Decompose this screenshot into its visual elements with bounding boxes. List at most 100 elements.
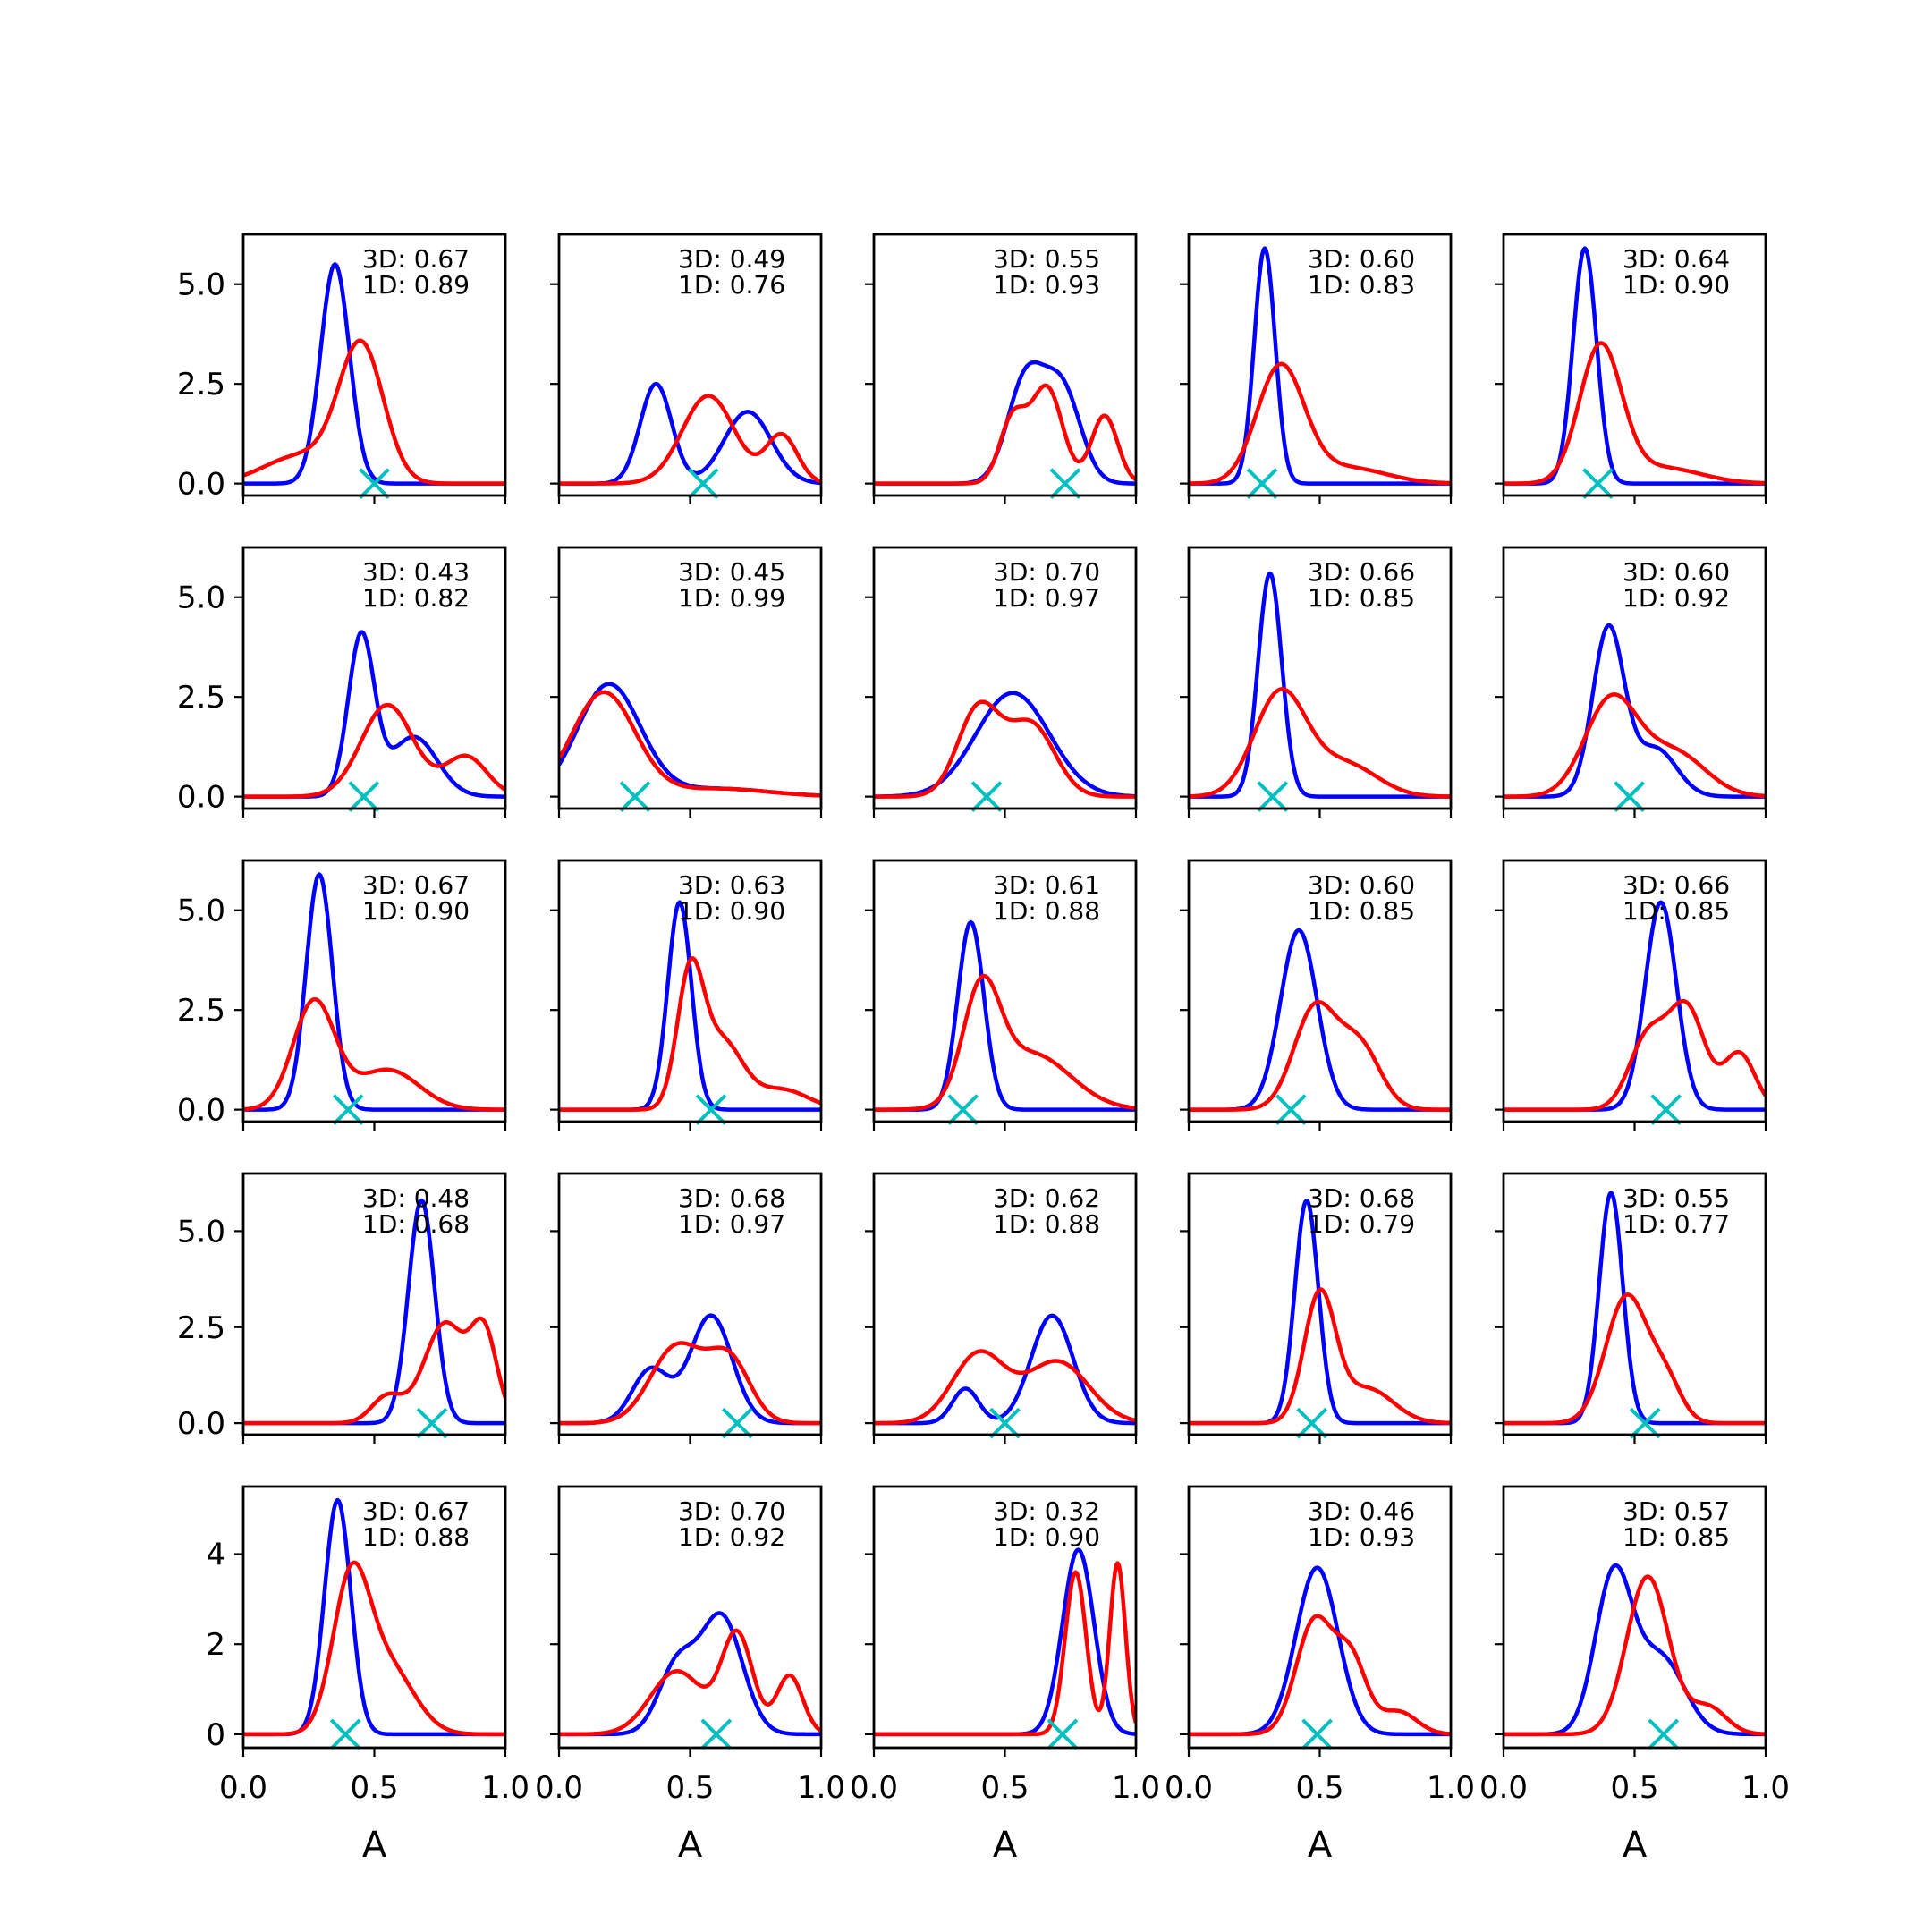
- y-tick-label: 0: [206, 1717, 225, 1753]
- label-3d: 3D: 0.68: [678, 1183, 785, 1213]
- x-axis-label: A: [993, 1825, 1018, 1866]
- label-1d: 1D: 0.99: [678, 583, 785, 613]
- curve-1d: [874, 1561, 1136, 1737]
- label-3d: 3D: 0.64: [1623, 244, 1730, 274]
- label-3d: 3D: 0.68: [1308, 1183, 1415, 1213]
- curve-1d: [559, 1341, 821, 1426]
- curve-3d: [559, 900, 821, 1112]
- label-3d: 3D: 0.67: [362, 870, 470, 900]
- label-3d: 3D: 0.60: [1308, 870, 1415, 900]
- curve-1d: [874, 973, 1136, 1112]
- x-axis-label: A: [362, 1825, 387, 1866]
- label-3d: 3D: 0.32: [993, 1496, 1100, 1526]
- label-1d: 1D: 0.90: [362, 896, 470, 926]
- true-value-marker: [1046, 1718, 1079, 1750]
- label-1d: 1D: 0.90: [1623, 270, 1730, 300]
- label-1d: 1D: 0.90: [678, 896, 785, 926]
- curve-3d: [1504, 246, 1766, 486]
- true-value-marker: [1648, 1718, 1680, 1750]
- label-1d: 1D: 0.83: [1308, 270, 1415, 300]
- y-tick-label: 2.5: [177, 680, 225, 716]
- x-tick-label: 1.0: [1427, 1770, 1475, 1806]
- curve-1d: [874, 383, 1136, 486]
- x-tick-label: 1.0: [797, 1770, 845, 1806]
- true-value-marker: [695, 1094, 727, 1126]
- curve-1d: [1189, 1287, 1451, 1426]
- x-axis-label: A: [678, 1825, 703, 1866]
- label-3d: 3D: 0.67: [362, 1496, 470, 1526]
- curve-1d: [874, 1349, 1136, 1426]
- curve-1d: [243, 702, 505, 799]
- curve-1d: [243, 1316, 505, 1426]
- true-value-marker: [332, 1094, 364, 1126]
- true-value-marker: [700, 1718, 733, 1750]
- label-3d: 3D: 0.60: [1623, 557, 1730, 587]
- curve-1d: [1504, 341, 1766, 486]
- curve-3d: [874, 1313, 1136, 1426]
- label-3d: 3D: 0.62: [993, 1183, 1100, 1213]
- y-tick-label: 2.5: [177, 1310, 225, 1346]
- curve-1d: [243, 1560, 505, 1737]
- true-value-marker: [1246, 468, 1278, 500]
- y-tick-label: 4: [206, 1538, 225, 1573]
- true-value-marker: [416, 1407, 448, 1439]
- true-value-marker: [989, 1407, 1021, 1439]
- true-value-marker: [1257, 781, 1289, 813]
- curve-1d: [559, 394, 821, 486]
- curve-3d: [1189, 928, 1451, 1112]
- label-3d: 3D: 0.49: [678, 244, 785, 274]
- label-1d: 1D: 0.90: [993, 1522, 1100, 1552]
- y-tick-label: 2: [206, 1627, 225, 1663]
- label-1d: 1D: 0.93: [993, 270, 1100, 300]
- curve-3d: [1504, 623, 1766, 799]
- x-tick-label: 0.5: [980, 1770, 1029, 1806]
- label-3d: 3D: 0.48: [362, 1183, 470, 1213]
- true-value-marker: [947, 1094, 979, 1126]
- curve-1d: [559, 956, 821, 1112]
- x-tick-label: 0.0: [219, 1770, 267, 1806]
- label-1d: 1D: 0.85: [1623, 1522, 1730, 1552]
- y-tick-label: 0.0: [177, 467, 225, 503]
- curve-1d: [1504, 692, 1766, 799]
- label-3d: 3D: 0.61: [993, 870, 1100, 900]
- curve-3d: [1189, 246, 1451, 486]
- true-value-marker: [1301, 1718, 1333, 1750]
- curve-1d: [559, 1628, 821, 1737]
- true-value-marker: [1614, 781, 1646, 813]
- label-3d: 3D: 0.60: [1308, 244, 1415, 274]
- y-tick-label: 0.0: [177, 1093, 225, 1129]
- x-tick-label: 0.5: [1610, 1770, 1658, 1806]
- x-tick-label: 1.0: [481, 1770, 530, 1806]
- curve-1d: [1189, 361, 1451, 486]
- label-3d: 3D: 0.67: [362, 244, 470, 274]
- y-tick-label: 5.0: [177, 267, 225, 303]
- y-tick-label: 2.5: [177, 993, 225, 1029]
- label-1d: 1D: 0.85: [1623, 896, 1730, 926]
- true-value-marker: [1582, 468, 1614, 500]
- label-3d: 3D: 0.46: [1308, 1496, 1415, 1526]
- true-value-marker: [1296, 1407, 1328, 1439]
- true-value-marker: [359, 468, 390, 500]
- x-tick-label: 1.0: [1112, 1770, 1160, 1806]
- label-3d: 3D: 0.57: [1623, 1496, 1730, 1526]
- y-tick-label: 0.0: [177, 780, 225, 816]
- x-tick-label: 0.0: [850, 1770, 898, 1806]
- label-1d: 1D: 0.88: [993, 896, 1100, 926]
- label-1d: 1D: 0.79: [1308, 1209, 1415, 1239]
